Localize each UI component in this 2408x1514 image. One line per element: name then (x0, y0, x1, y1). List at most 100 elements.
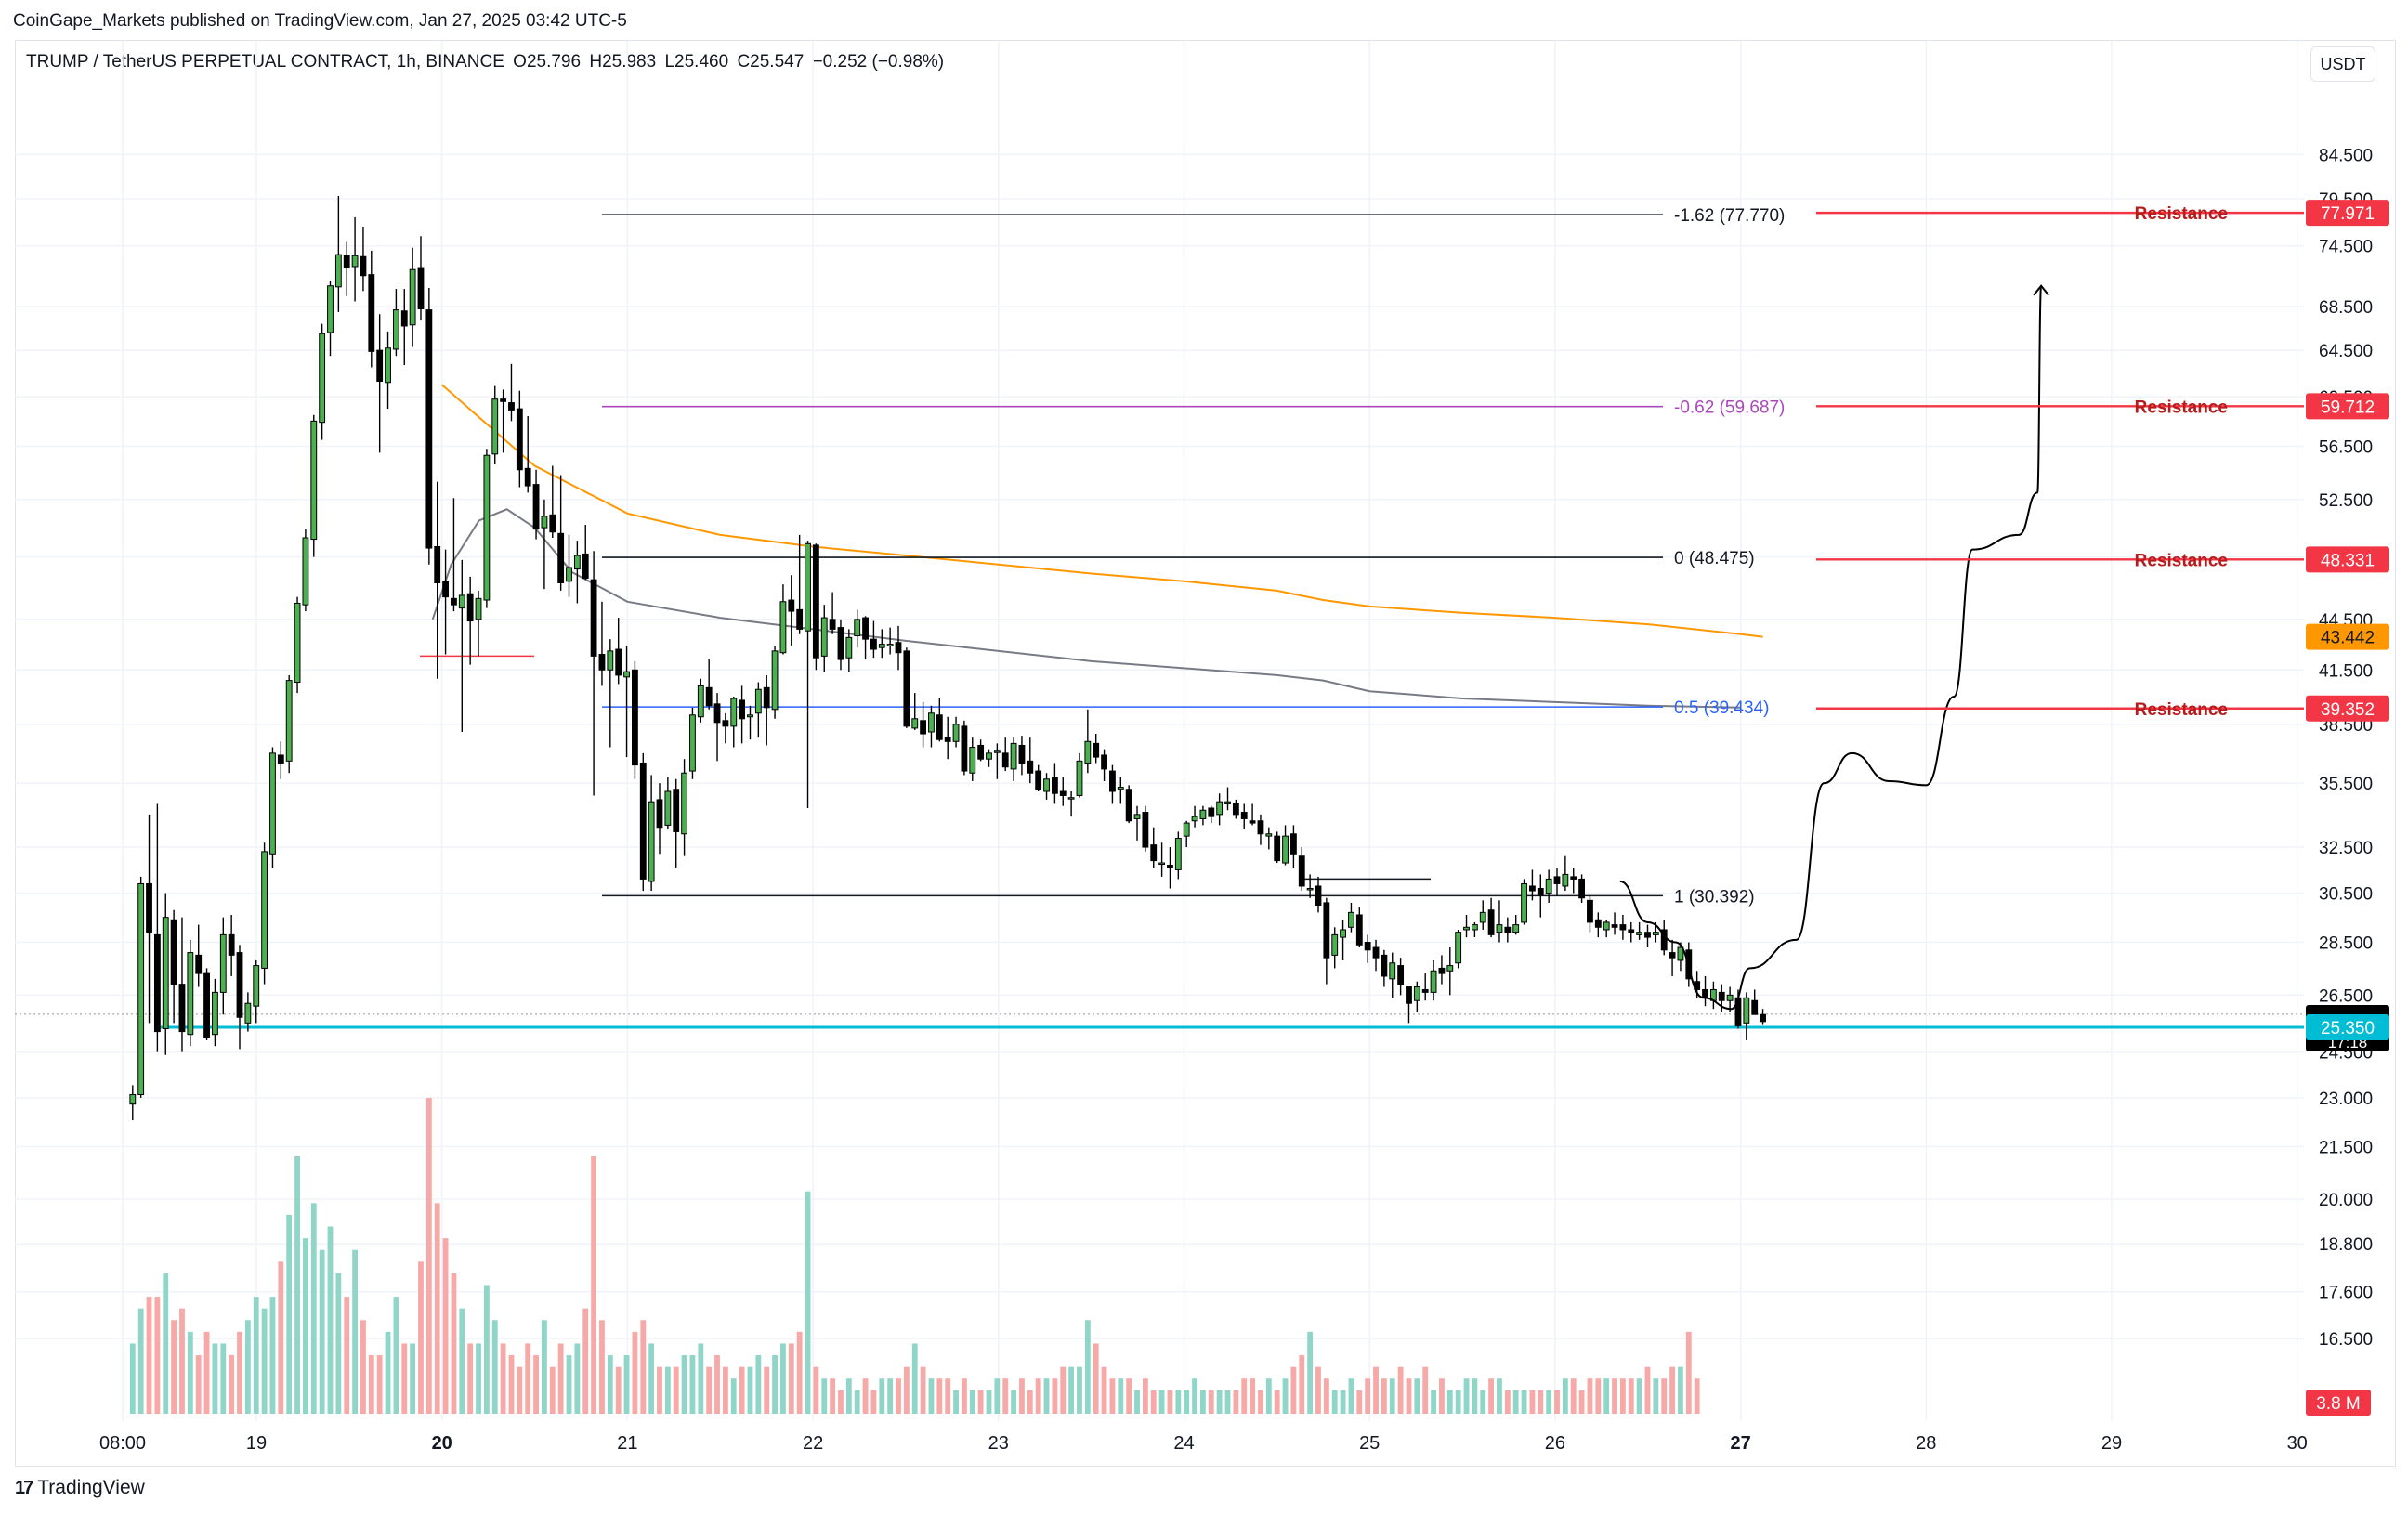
candle-body (195, 954, 203, 974)
resistance-badge (2306, 393, 2389, 420)
volume-bar (1414, 1378, 1420, 1414)
volume-bar (1628, 1378, 1634, 1414)
candle-body (1208, 807, 1215, 817)
y-tick-label: 35.500 (2319, 775, 2373, 794)
footer-brand[interactable]: 17 TradingView (15, 1477, 145, 1499)
ohlc-open: O25.796 (513, 52, 582, 72)
volume-bar (640, 1320, 647, 1414)
candle-body (1594, 919, 1602, 928)
candle-body (524, 467, 531, 487)
candle-body (360, 255, 367, 277)
symbol-name[interactable]: TRUMP / TetherUS PERPETUAL CONTRACT, 1h,… (26, 52, 504, 72)
volume-bar (896, 1378, 901, 1414)
volume-bar (1167, 1390, 1173, 1414)
candle-body (392, 309, 399, 350)
candle-body (845, 636, 853, 659)
candle-body (713, 703, 721, 724)
volume-bar (1340, 1390, 1346, 1414)
volume-bar (220, 1343, 227, 1414)
volume-bar (1142, 1378, 1148, 1414)
y-tick-label: 26.500 (2319, 986, 2373, 1006)
volume-bar (1365, 1378, 1371, 1414)
candle-body (1438, 967, 1446, 974)
resistance-badge-value: 48.331 (2321, 551, 2375, 570)
candle-body (1315, 885, 1322, 907)
candle-body (187, 952, 194, 1036)
volume-bar (1348, 1378, 1354, 1414)
volume-bar (805, 1191, 811, 1414)
support-badge-value: 25.350 (2321, 1019, 2375, 1038)
volume-bar (179, 1308, 185, 1414)
candle-body (1232, 803, 1239, 816)
candle-body (310, 420, 318, 541)
volume-bar (459, 1308, 465, 1414)
currency-button[interactable]: USDT (2310, 46, 2375, 82)
ema-badge-value: 43.442 (2321, 629, 2375, 648)
volume-bar (615, 1366, 622, 1414)
volume-bar (1307, 1331, 1314, 1414)
volume-bar (911, 1343, 918, 1414)
volume-bar (368, 1355, 374, 1414)
candle-body (1521, 882, 1527, 923)
volume-bar (1101, 1366, 1107, 1414)
volume-bar (838, 1390, 844, 1414)
candle-body (1035, 770, 1042, 790)
volume-bar (1472, 1378, 1478, 1414)
candle-body (928, 712, 935, 733)
x-tick-label: 22 (803, 1433, 823, 1454)
y-tick-label: 68.500 (2319, 298, 2373, 318)
volume-bar (1446, 1390, 1453, 1414)
volume-bar (1241, 1378, 1248, 1414)
fib-level-label: 0.5 (39.434) (1674, 698, 1769, 718)
resistance-badge-value: 59.712 (2321, 398, 2375, 417)
volume-bar (1068, 1366, 1075, 1414)
volume-bar (920, 1366, 926, 1414)
candle-body (854, 619, 861, 637)
resistance-label: Resistance (2135, 398, 2228, 417)
volume-bar (582, 1308, 589, 1414)
candle-body (1257, 820, 1264, 835)
volume-bar (1678, 1366, 1683, 1414)
projection-path (1619, 284, 2043, 1011)
volume-bar (302, 1238, 308, 1414)
candle-body (327, 285, 334, 333)
volume-bar (1661, 1378, 1668, 1414)
candle-body (1364, 942, 1371, 951)
volume-bar (648, 1343, 655, 1414)
volume-bar (928, 1378, 935, 1414)
candle-body (1512, 924, 1520, 933)
candle-body (516, 408, 523, 471)
volume-bar (903, 1366, 910, 1414)
volume-bar (747, 1366, 753, 1414)
candle-body (178, 984, 186, 1033)
volume-badge-value: 3.8 M (2316, 1394, 2361, 1414)
y-tick-label: 52.500 (2319, 491, 2373, 511)
candle-body (483, 454, 491, 601)
volume-bar (1397, 1366, 1404, 1414)
candle-body (1010, 742, 1017, 770)
candle-body (1051, 777, 1058, 794)
volume-bar (1497, 1378, 1502, 1414)
volume-bar (137, 1308, 144, 1414)
candle-body (722, 720, 729, 727)
y-tick-label: 23.000 (2319, 1090, 2373, 1109)
candle-body (1611, 924, 1618, 928)
volume-bar (212, 1343, 218, 1414)
volume-bar (451, 1273, 457, 1414)
candle-body (1101, 754, 1107, 770)
candle-body (878, 644, 885, 648)
volume-bar (730, 1378, 737, 1414)
candle-body (796, 608, 804, 630)
candle-body (1109, 770, 1116, 792)
volume-bar (352, 1249, 358, 1414)
candle-body (1718, 991, 1725, 1001)
volume-bar (780, 1343, 786, 1414)
volume-bar (203, 1331, 210, 1414)
candle-body (1702, 988, 1708, 998)
candle-body (376, 349, 384, 383)
candle-body (425, 309, 433, 549)
x-tick-label: 30 (2287, 1433, 2308, 1454)
volume-bar (673, 1366, 679, 1414)
volume-bar (1052, 1378, 1058, 1414)
